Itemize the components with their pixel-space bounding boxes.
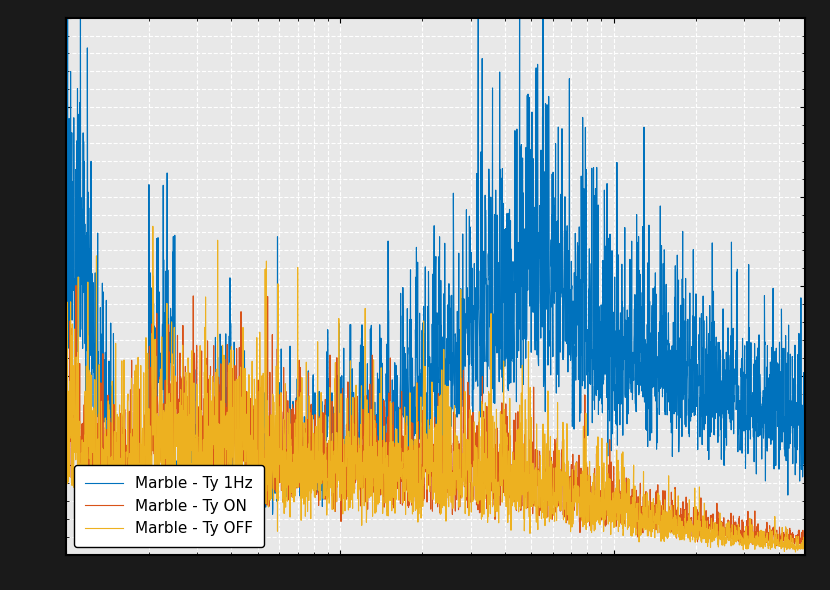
- Marble - Ty OFF: [786, 532, 796, 539]
- Marble - Ty 1Hz: [190, 366, 200, 373]
- Line: Marble - Ty 1Hz: Marble - Ty 1Hz: [66, 0, 805, 514]
- Marble - Ty ON: [377, 458, 387, 465]
- Marble - Ty 1Hz: [706, 391, 716, 398]
- Marble - Ty 1Hz: [146, 345, 156, 352]
- Marble - Ty ON: [190, 362, 200, 369]
- Marble - Ty OFF: [190, 457, 200, 464]
- Marble - Ty OFF: [800, 538, 810, 545]
- Line: Marble - Ty ON: Marble - Ty ON: [66, 286, 805, 546]
- Marble - Ty 1Hz: [267, 511, 277, 518]
- Marble - Ty OFF: [377, 491, 387, 498]
- Marble - Ty 1Hz: [800, 441, 810, 448]
- Marble - Ty ON: [706, 522, 716, 529]
- Marble - Ty OFF: [148, 223, 158, 230]
- Marble - Ty 1Hz: [377, 431, 387, 438]
- Marble - Ty ON: [61, 429, 71, 436]
- Marble - Ty 1Hz: [345, 321, 355, 328]
- Marble - Ty OFF: [145, 452, 155, 459]
- Marble - Ty ON: [793, 543, 803, 550]
- Marble - Ty ON: [71, 282, 81, 289]
- Marble - Ty OFF: [706, 520, 716, 527]
- Marble - Ty ON: [786, 539, 796, 546]
- Marble - Ty 1Hz: [786, 422, 796, 429]
- Marble - Ty 1Hz: [61, 342, 71, 349]
- Marble - Ty ON: [146, 363, 156, 371]
- Marble - Ty ON: [800, 540, 810, 548]
- Line: Marble - Ty OFF: Marble - Ty OFF: [66, 227, 805, 552]
- Marble - Ty OFF: [345, 504, 355, 511]
- Marble - Ty OFF: [790, 549, 800, 556]
- Marble - Ty ON: [345, 475, 355, 482]
- Marble - Ty OFF: [61, 406, 71, 413]
- Legend: Marble - Ty 1Hz, Marble - Ty ON, Marble - Ty OFF: Marble - Ty 1Hz, Marble - Ty ON, Marble …: [74, 466, 264, 547]
